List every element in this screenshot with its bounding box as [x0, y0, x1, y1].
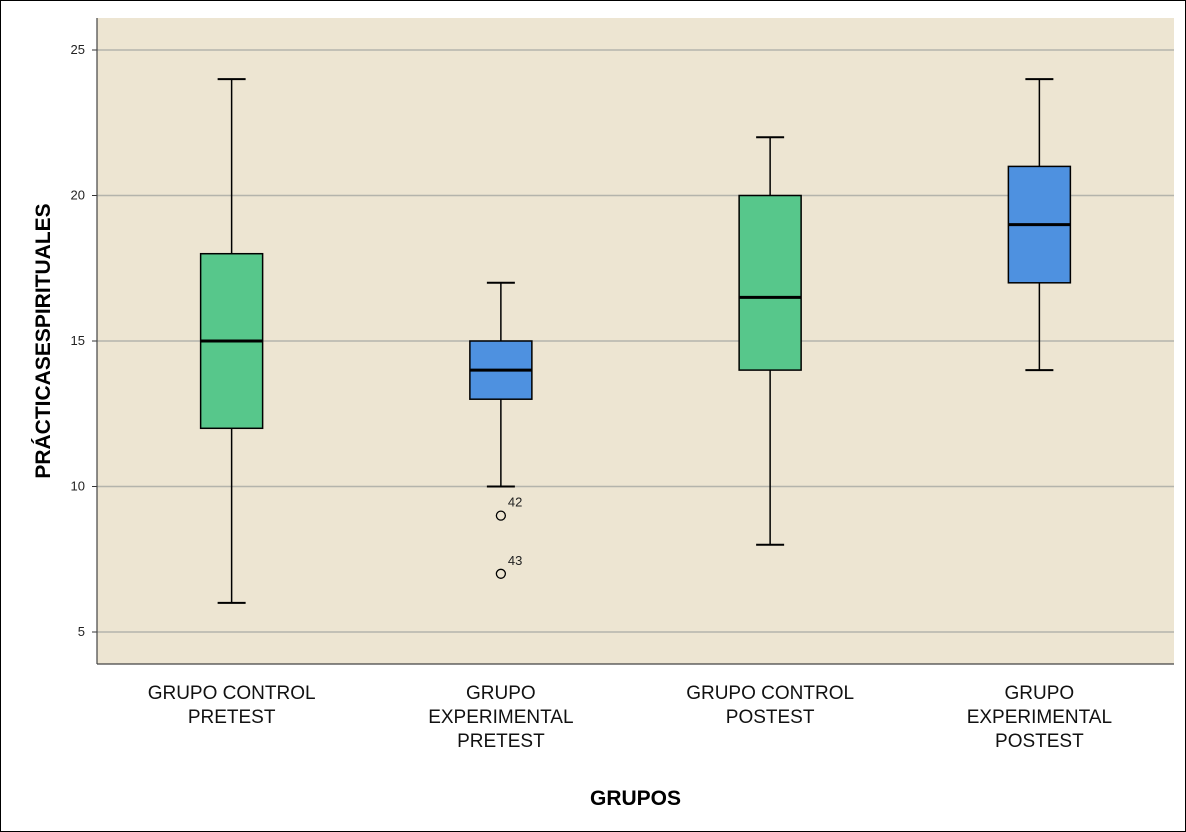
- x-category-line: GRUPO: [466, 683, 536, 704]
- outlier-point: [495, 568, 507, 579]
- outlier-point: [495, 510, 507, 521]
- x-category-line: POSTEST: [726, 707, 815, 728]
- x-category-label: GRUPO EXPERIMENTAL POSTEST: [967, 683, 1112, 752]
- x-category-line: GRUPO CONTROL: [148, 683, 316, 704]
- x-axis-title: GRUPOS: [590, 787, 681, 810]
- x-category-label: GRUPO CONTROL PRETEST: [148, 683, 316, 728]
- x-category-label: GRUPO EXPERIMENTAL PRETEST: [428, 683, 573, 752]
- x-category-line: GRUPO CONTROL: [686, 683, 854, 704]
- iqr-box: [738, 194, 802, 371]
- x-category-line: PRETEST: [188, 707, 276, 728]
- x-category-line: EXPERIMENTAL: [967, 707, 1112, 728]
- box-series: 42 43: [199, 78, 1072, 604]
- box-group: [1007, 78, 1072, 372]
- x-axis-categories: GRUPO CONTROL PRETEST GRUPO EXPERIMENTAL PRE…: [148, 683, 1112, 752]
- x-category-line: PRETEST: [457, 731, 545, 752]
- y-axis-ticks: 5 10 15 20 25: [71, 42, 97, 639]
- x-category-line: GRUPO: [1005, 683, 1075, 704]
- box-group: [738, 136, 802, 546]
- y-tick-label: 15: [71, 333, 85, 348]
- box-group: [199, 78, 264, 604]
- y-tick-label: 20: [71, 188, 85, 203]
- outlier-label: 43: [508, 553, 522, 568]
- box-group: 42 43: [469, 281, 533, 579]
- y-axis-title: PRÁCTICASESPIRITUALES: [32, 203, 55, 478]
- x-category-line: EXPERIMENTAL: [428, 707, 573, 728]
- y-tick-label: 5: [78, 624, 85, 639]
- x-category-label: GRUPO CONTROL POSTEST: [686, 683, 854, 728]
- x-category-line: POSTEST: [995, 731, 1084, 752]
- outlier-label: 42: [508, 495, 522, 510]
- gridlines: [97, 49, 1174, 633]
- y-tick-label: 25: [71, 42, 85, 57]
- y-tick-label: 10: [71, 478, 85, 493]
